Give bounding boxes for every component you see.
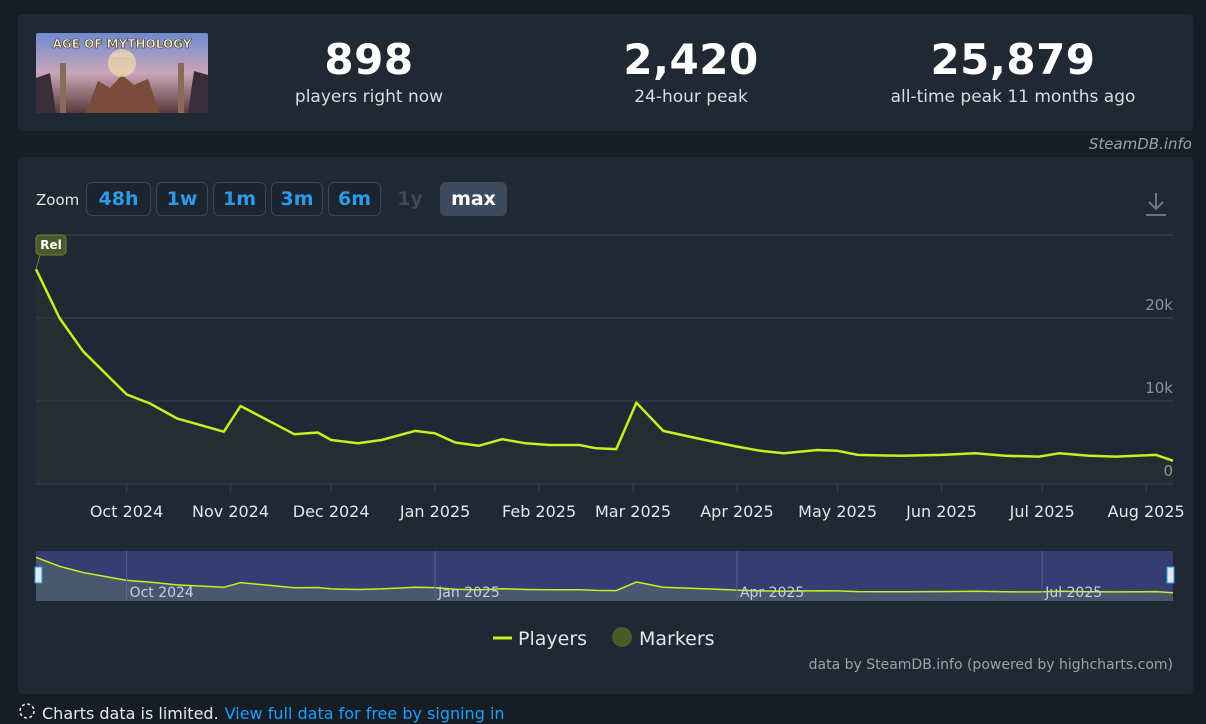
y-axis: 0 10k 20k xyxy=(1145,296,1173,480)
x-tick-label: Oct 2024 xyxy=(90,502,163,521)
navigator-area xyxy=(36,557,1173,601)
all-time-peak-stat: 25,879 all-time peak 11 months ago xyxy=(873,34,1153,108)
day-peak-label: 24-hour peak xyxy=(634,87,748,107)
download-icon[interactable] xyxy=(1144,191,1168,219)
x-tick-label: May 2025 xyxy=(798,502,877,521)
current-players-stat: 898 players right now xyxy=(276,34,462,108)
series-line-players xyxy=(34,268,1174,462)
x-tick-label: Feb 2025 xyxy=(502,502,576,521)
sign-in-link[interactable]: View full data for free by signing in xyxy=(224,703,505,723)
limited-data-text: Charts data is limited. xyxy=(42,703,219,723)
game-art-title: AGE OF MYTHOLOGY xyxy=(53,37,192,51)
navigator[interactable]: Oct 2024 Jan 2025 Apr 2025 Jul 2025 xyxy=(34,551,1175,601)
highcharts-credit[interactable]: data by SteamDB.info (powered by highcha… xyxy=(808,657,1173,673)
x-tick-label: Jul 2025 xyxy=(1009,502,1075,521)
day-peak-value: 2,420 xyxy=(623,35,759,84)
loading-spinner-icon xyxy=(18,702,36,724)
y-tick-label: 20k xyxy=(1145,296,1173,314)
legend: Players Markers xyxy=(493,627,715,650)
grid-lines xyxy=(36,234,1173,485)
navigator-handle-left[interactable] xyxy=(34,566,43,584)
y-tick-label: 0 xyxy=(1163,462,1173,480)
game-art-subtitle: RETOLD xyxy=(112,53,132,59)
marker-connector xyxy=(35,254,41,270)
x-tick-label: Mar 2025 xyxy=(595,502,671,521)
current-players-label: players right now xyxy=(294,87,444,107)
current-players-value: 898 xyxy=(324,35,414,84)
legend-markers-label: Markers xyxy=(639,628,715,650)
zoom-1y-button[interactable]: 1y xyxy=(397,188,423,210)
navigator-tick-label: Oct 2024 xyxy=(130,585,194,601)
day-peak-stat: 2,420 24-hour peak xyxy=(598,34,784,108)
zoom-3m-button[interactable]: 3m xyxy=(271,182,323,216)
x-axis: Oct 2024 Nov 2024 Dec 2024 Jan 2025 Feb 2025… xyxy=(90,484,1185,521)
player-count-chart: 0 10k 20k Oct 2024 Nov 2024 Dec 2024 Jan 2025… xyxy=(34,234,1185,650)
navigator-series-line xyxy=(35,556,1174,594)
series-line-layer xyxy=(34,268,1174,462)
navigator-tick-label: Jul 2025 xyxy=(1044,585,1102,601)
series-area xyxy=(36,269,1173,484)
x-tick-label: Apr 2025 xyxy=(700,502,773,521)
x-tick-label: Nov 2024 xyxy=(192,502,269,521)
x-tick-label: Dec 2024 xyxy=(293,502,370,521)
all-time-peak-value: 25,879 xyxy=(930,35,1096,84)
zoom-1w-button[interactable]: 1w xyxy=(156,182,208,216)
navigator-tick-label: Jan 2025 xyxy=(437,585,500,601)
zoom-max-button[interactable]: max xyxy=(440,182,507,216)
x-tick-label: Jun 2025 xyxy=(905,502,977,521)
legend-players-label: Players xyxy=(518,628,587,650)
legend-markers-swatch xyxy=(612,627,632,647)
release-marker-label: Rel xyxy=(40,238,62,252)
x-tick-label: Jan 2025 xyxy=(399,502,470,521)
x-tick-label: Aug 2025 xyxy=(1108,502,1185,521)
zoom-label: Zoom xyxy=(36,191,80,209)
all-time-peak-label: all-time peak 11 months ago xyxy=(890,87,1136,107)
area-fill xyxy=(36,269,1173,484)
game-cover-image[interactable]: AGE OF MYTHOLOGY RETOLD xyxy=(36,33,208,113)
chart-card: Zoom 48h 1w 1m 3m 6m 1y max 0 10k 20k Oct … xyxy=(18,157,1193,694)
navigator-tick-label: Apr 2025 xyxy=(740,585,804,601)
limited-data-notice: Charts data is limited. View full data f… xyxy=(18,702,505,724)
navigator-handle-right[interactable] xyxy=(1166,566,1175,584)
y-tick-label: 10k xyxy=(1145,379,1173,397)
zoom-6m-button[interactable]: 6m xyxy=(328,182,381,216)
steamdb-credit[interactable]: SteamDB.info xyxy=(1088,135,1192,153)
zoom-1m-button[interactable]: 1m xyxy=(213,182,266,216)
stats-card: AGE OF MYTHOLOGY RETOLD 898 players righ… xyxy=(18,14,1193,131)
release-marker-flag xyxy=(35,234,67,256)
markers: Rel xyxy=(35,234,67,270)
zoom-48h-button[interactable]: 48h xyxy=(86,182,151,216)
